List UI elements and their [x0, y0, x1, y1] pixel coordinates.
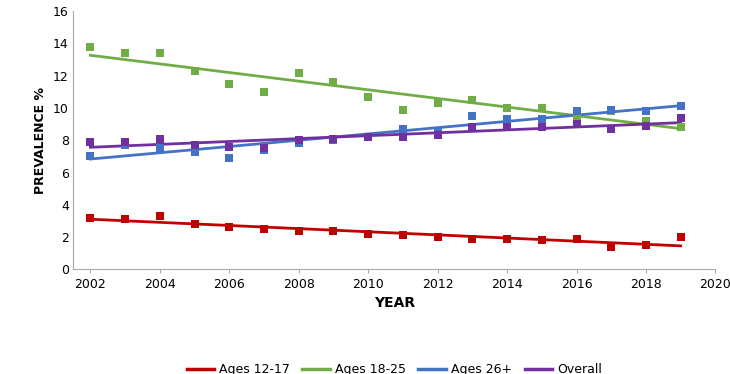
Point: [328, 137, 339, 143]
Point: [223, 144, 235, 150]
Point: [154, 136, 166, 142]
X-axis label: YEAR: YEAR: [374, 296, 415, 310]
Point: [223, 81, 235, 87]
Point: [223, 224, 235, 230]
Point: [675, 234, 686, 240]
Point: [188, 142, 200, 148]
Point: [502, 116, 513, 122]
Y-axis label: PREVALENCE %: PREVALENCE %: [34, 87, 47, 194]
Point: [362, 134, 374, 140]
Point: [119, 50, 131, 56]
Point: [154, 145, 166, 151]
Point: [85, 139, 96, 145]
Point: [188, 148, 200, 154]
Point: [466, 97, 478, 103]
Point: [502, 105, 513, 111]
Point: [119, 142, 131, 148]
Point: [188, 68, 200, 74]
Point: [293, 137, 304, 143]
Point: [605, 244, 617, 250]
Point: [605, 126, 617, 132]
Point: [536, 116, 548, 122]
Point: [362, 134, 374, 140]
Legend: Ages 12-17, Ages 18-25, Ages 26+, Overall: Ages 12-17, Ages 18-25, Ages 26+, Overal…: [182, 358, 607, 374]
Point: [293, 141, 304, 147]
Point: [431, 128, 443, 134]
Point: [502, 236, 513, 242]
Point: [85, 153, 96, 159]
Point: [466, 113, 478, 119]
Point: [605, 107, 617, 113]
Point: [466, 124, 478, 131]
Point: [258, 89, 270, 95]
Point: [362, 231, 374, 237]
Point: [640, 123, 652, 129]
Point: [258, 226, 270, 232]
Point: [223, 155, 235, 161]
Point: [675, 103, 686, 109]
Point: [119, 139, 131, 145]
Point: [85, 215, 96, 221]
Point: [571, 121, 583, 127]
Point: [640, 108, 652, 114]
Point: [397, 107, 409, 113]
Point: [536, 105, 548, 111]
Point: [571, 113, 583, 119]
Point: [293, 70, 304, 76]
Point: [571, 108, 583, 114]
Point: [466, 236, 478, 242]
Point: [328, 227, 339, 233]
Point: [431, 100, 443, 106]
Point: [431, 132, 443, 138]
Point: [258, 147, 270, 153]
Point: [119, 216, 131, 222]
Point: [502, 124, 513, 131]
Point: [188, 221, 200, 227]
Point: [675, 115, 686, 121]
Point: [397, 232, 409, 238]
Point: [293, 227, 304, 233]
Point: [675, 124, 686, 131]
Point: [571, 236, 583, 242]
Point: [258, 145, 270, 151]
Point: [536, 124, 548, 131]
Point: [640, 118, 652, 124]
Point: [397, 134, 409, 140]
Point: [605, 108, 617, 114]
Point: [85, 44, 96, 50]
Point: [328, 136, 339, 142]
Point: [154, 213, 166, 219]
Point: [154, 50, 166, 56]
Point: [397, 126, 409, 132]
Point: [431, 234, 443, 240]
Point: [640, 242, 652, 248]
Point: [328, 79, 339, 85]
Point: [362, 94, 374, 100]
Point: [536, 237, 548, 243]
